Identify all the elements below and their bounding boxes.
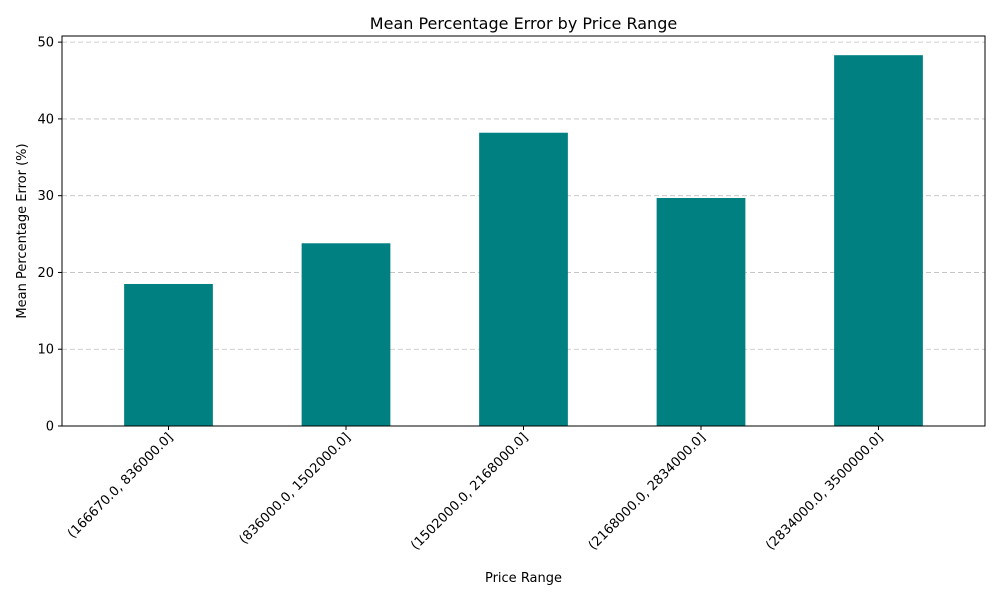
y-tick-label: 30 xyxy=(37,189,54,204)
bar xyxy=(124,283,213,426)
y-tick-label: 50 xyxy=(37,36,54,51)
y-tick-label: 0 xyxy=(46,420,54,435)
x-tick-label: (836000.0, 1502000.0] xyxy=(237,430,354,547)
bar xyxy=(479,132,568,426)
x-tick-label: (1502000.0, 2168000.0] xyxy=(408,430,531,553)
x-tick-label: (2834000.0, 3500000.0] xyxy=(763,430,886,553)
y-tick-label: 10 xyxy=(37,343,54,358)
bar xyxy=(656,197,746,426)
x-axis-ticks: (166670.0, 836000.0] (836000.0, 1502000.0… xyxy=(65,426,886,553)
bar xyxy=(834,55,923,427)
y-axis-ticks: 0 10 20 30 40 50 xyxy=(37,36,62,435)
y-axis-label: Mean Percentage Error (%) xyxy=(15,143,30,318)
y-tick-label: 40 xyxy=(37,112,54,127)
x-tick-label: (2168000.0, 2834000.0] xyxy=(586,430,709,553)
y-tick-label: 20 xyxy=(37,266,54,281)
bar xyxy=(301,243,391,426)
bars xyxy=(124,55,923,427)
x-axis-label: Price Range xyxy=(485,571,562,586)
chart-title: Mean Percentage Error by Price Range xyxy=(370,14,677,33)
x-tick-label: (166670.0, 836000.0] xyxy=(65,430,176,541)
